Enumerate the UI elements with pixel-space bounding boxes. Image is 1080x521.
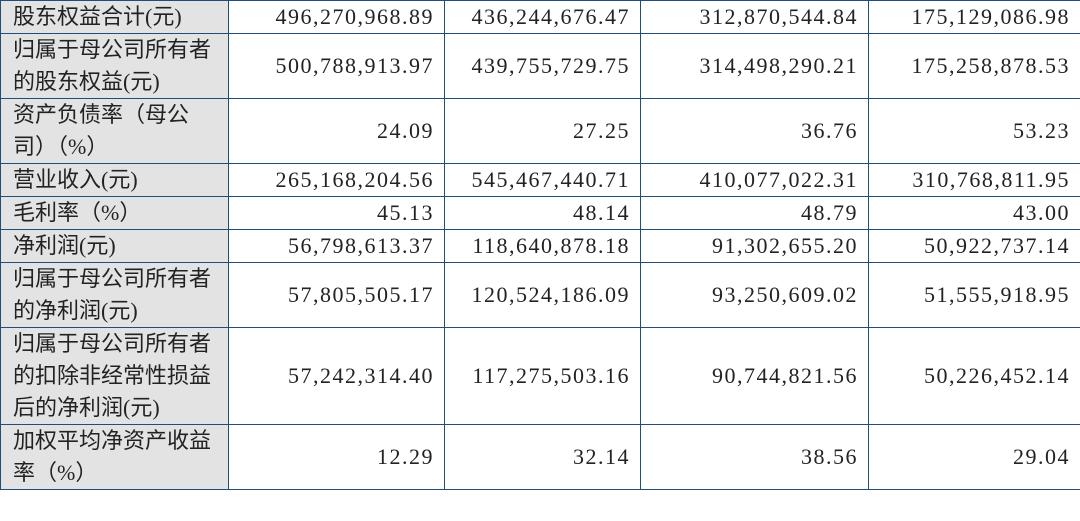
cell-value: 51,555,918.95 [868, 262, 1080, 328]
cell-value: 91,302,655.20 [640, 229, 869, 263]
table-row: 归属于母公司所有者的股东权益(元) 500,788,913.97 439,755,7… [0, 33, 1080, 99]
row-label: 资产负债率（母公司）（%） [0, 98, 229, 164]
cell-value: 53.23 [868, 98, 1080, 164]
cell-value: 90,744,821.56 [640, 327, 869, 425]
cell-value: 45.13 [228, 196, 445, 230]
cell-value: 93,250,609.02 [640, 262, 869, 328]
table-row: 股东权益合计(元) 496,270,968.89 436,244,676.47 312… [0, 0, 1080, 34]
cell-value: 436,244,676.47 [444, 0, 641, 34]
table-row: 加权平均净资产收益率（%） 12.29 32.14 38.56 29.04 [0, 424, 1080, 490]
cell-value: 57,805,505.17 [228, 262, 445, 328]
cell-value: 312,870,544.84 [640, 0, 869, 34]
cell-value: 32.14 [444, 424, 641, 490]
cell-value: 314,498,290.21 [640, 33, 869, 99]
cell-value: 56,798,613.37 [228, 229, 445, 263]
cell-value: 29.04 [868, 424, 1080, 490]
row-label: 归属于母公司所有者的净利润(元) [0, 262, 229, 328]
cell-value: 500,788,913.97 [228, 33, 445, 99]
financial-table: 股东权益合计(元) 496,270,968.89 436,244,676.47 312… [0, 0, 1080, 490]
cell-value: 117,275,503.16 [444, 327, 641, 425]
row-label: 加权平均净资产收益率（%） [0, 424, 229, 490]
row-label: 净利润(元) [0, 229, 229, 263]
cell-value: 496,270,968.89 [228, 0, 445, 34]
cell-value: 48.14 [444, 196, 641, 230]
row-label: 股东权益合计(元) [0, 0, 229, 34]
cell-value: 24.09 [228, 98, 445, 164]
cell-value: 310,768,811.95 [868, 163, 1080, 197]
cell-value: 118,640,878.18 [444, 229, 641, 263]
cell-value: 43.00 [868, 196, 1080, 230]
table-row: 毛利率（%） 45.13 48.14 48.79 43.00 [0, 196, 1080, 230]
table-body: 股东权益合计(元) 496,270,968.89 436,244,676.47 312… [0, 0, 1080, 490]
table-row: 归属于母公司所有者的净利润(元) 57,805,505.17 120,524,186… [0, 262, 1080, 328]
table-row: 净利润(元) 56,798,613.37 118,640,878.18 91,302,… [0, 229, 1080, 263]
row-label: 归属于母公司所有者的扣除非经常性损益后的净利润(元) [0, 327, 229, 425]
cell-value: 545,467,440.71 [444, 163, 641, 197]
cell-value: 36.76 [640, 98, 869, 164]
row-label: 毛利率（%） [0, 196, 229, 230]
cell-value: 120,524,186.09 [444, 262, 641, 328]
cell-value: 410,077,022.31 [640, 163, 869, 197]
cell-value: 38.56 [640, 424, 869, 490]
cell-value: 439,755,729.75 [444, 33, 641, 99]
cell-value: 57,242,314.40 [228, 327, 445, 425]
cell-value: 48.79 [640, 196, 869, 230]
table-row: 营业收入(元) 265,168,204.56 545,467,440.71 410,0… [0, 163, 1080, 197]
table-row: 归属于母公司所有者的扣除非经常性损益后的净利润(元) 57,242,314.40 1… [0, 327, 1080, 425]
cell-value: 12.29 [228, 424, 445, 490]
cell-value: 175,129,086.98 [868, 0, 1080, 34]
row-label: 营业收入(元) [0, 163, 229, 197]
cell-value: 27.25 [444, 98, 641, 164]
table-row: 资产负债率（母公司）（%） 24.09 27.25 36.76 53.23 [0, 98, 1080, 164]
cell-value: 175,258,878.53 [868, 33, 1080, 99]
cell-value: 50,922,737.14 [868, 229, 1080, 263]
cell-value: 265,168,204.56 [228, 163, 445, 197]
cell-value: 50,226,452.14 [868, 327, 1080, 425]
row-label: 归属于母公司所有者的股东权益(元) [0, 33, 229, 99]
